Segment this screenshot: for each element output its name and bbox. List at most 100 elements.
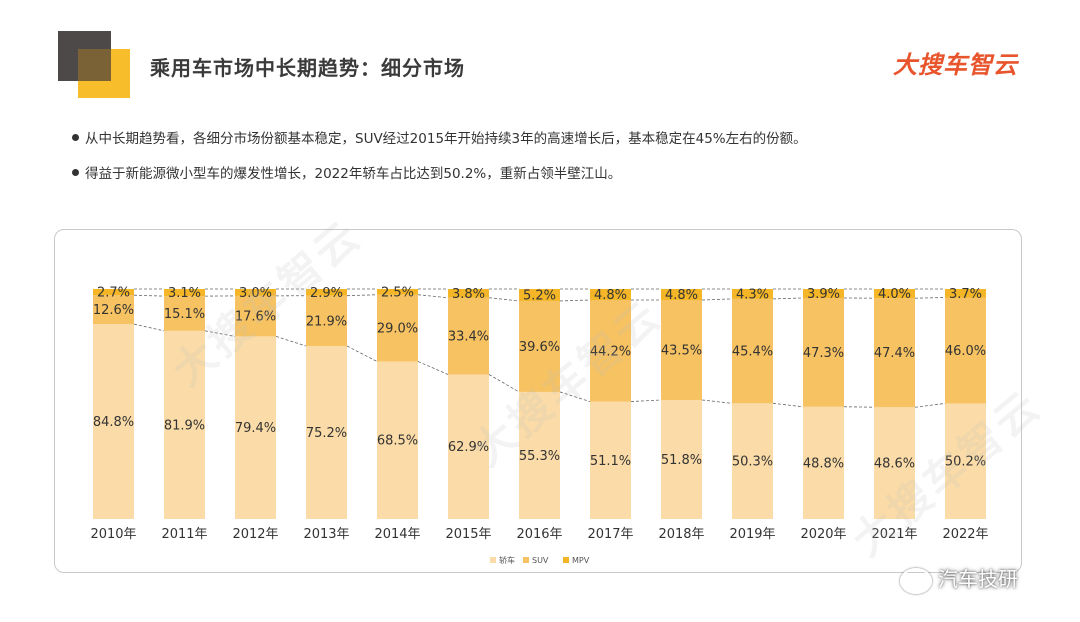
data-label: 15.1% bbox=[164, 307, 205, 322]
bullet-dot-icon bbox=[72, 168, 79, 176]
legend-swatch bbox=[563, 557, 569, 563]
trend-connector bbox=[275, 335, 307, 347]
data-label: 47.4% bbox=[874, 346, 915, 361]
bar-segment-SUV bbox=[590, 300, 631, 402]
data-label: 4.8% bbox=[594, 288, 627, 303]
data-label: 12.6% bbox=[93, 303, 134, 318]
data-label: 48.8% bbox=[803, 456, 844, 471]
bullet-text-1: 从中长期趋势看，各细分市场份额基本稳定，SUV经过2015年开始持续3年的高速增… bbox=[85, 131, 807, 147]
bar-segment-轿车 bbox=[448, 374, 489, 519]
bar-segment-SUV bbox=[874, 298, 915, 408]
x-tick-label: 2010年 bbox=[90, 527, 136, 542]
bar-segment-轿车 bbox=[377, 361, 418, 519]
legend-swatch bbox=[490, 557, 496, 563]
bar-segment-SUV bbox=[661, 300, 702, 400]
trend-connector bbox=[417, 294, 449, 299]
bar-segment-轿车 bbox=[590, 401, 631, 519]
trend-connector bbox=[701, 399, 733, 404]
data-label: 4.8% bbox=[665, 288, 698, 303]
data-label: 3.8% bbox=[452, 287, 485, 302]
data-label: 50.2% bbox=[945, 455, 986, 470]
bar-segment-轿车 bbox=[306, 346, 347, 519]
bar-segment-轿车 bbox=[164, 330, 205, 519]
bar-segment-SUV bbox=[803, 297, 844, 407]
x-tick-label: 2019年 bbox=[729, 527, 775, 542]
data-label: 2.7% bbox=[97, 286, 130, 301]
x-tick-label: 2012年 bbox=[232, 527, 278, 542]
bar-segment-SUV bbox=[519, 300, 560, 392]
data-label: 2.9% bbox=[310, 286, 343, 301]
data-label: 43.5% bbox=[661, 344, 702, 359]
data-label: 55.3% bbox=[519, 449, 560, 464]
data-label: 39.6% bbox=[519, 340, 560, 355]
data-label: 29.0% bbox=[377, 322, 418, 337]
bullet-text-2: 得益于新能源微小型车的爆发性增长，2022年轿车占比达到50.2%，重新占领半壁… bbox=[85, 166, 622, 182]
data-label: 4.0% bbox=[878, 287, 911, 302]
bar-segment-MPV bbox=[235, 289, 276, 296]
legend-label: SUV bbox=[532, 556, 549, 565]
trend-connector bbox=[133, 323, 165, 332]
data-label: 17.6% bbox=[235, 310, 276, 325]
x-tick-label: 2021年 bbox=[871, 527, 917, 542]
data-label: 79.4% bbox=[235, 421, 276, 436]
bar-segment-SUV bbox=[306, 295, 347, 347]
data-label: 21.9% bbox=[306, 314, 347, 329]
page-title: 乘用车市场中长期趋势：细分市场 bbox=[150, 56, 465, 80]
data-label: 51.1% bbox=[590, 454, 631, 469]
x-tick-label: 2018年 bbox=[658, 527, 704, 542]
data-label: 68.5% bbox=[377, 434, 418, 449]
wechat-label: 汽车技研 bbox=[938, 567, 1018, 591]
bar-segment-轿车 bbox=[945, 403, 986, 519]
trend-connector bbox=[772, 297, 804, 300]
brand-logo: 大搜车智云 bbox=[893, 51, 1018, 79]
bar-segment-MPV bbox=[519, 289, 560, 301]
bar-segment-SUV bbox=[732, 298, 773, 404]
data-label: 62.9% bbox=[448, 440, 489, 455]
bar-segment-MPV bbox=[661, 289, 702, 301]
data-label: 2.5% bbox=[381, 285, 414, 300]
bar-segment-轿车 bbox=[803, 406, 844, 519]
data-label: 51.8% bbox=[661, 453, 702, 468]
bar-segment-MPV bbox=[803, 289, 844, 298]
bar-segment-MPV bbox=[164, 289, 205, 297]
x-tick-label: 2020年 bbox=[800, 527, 846, 542]
trend-connector bbox=[914, 403, 946, 408]
data-label: 3.7% bbox=[949, 287, 982, 302]
data-label: 46.0% bbox=[945, 344, 986, 359]
bar-segment-轿车 bbox=[661, 399, 702, 519]
trend-connector bbox=[630, 399, 662, 402]
wechat-icon bbox=[900, 567, 932, 594]
data-label: 3.1% bbox=[168, 286, 201, 301]
data-label: 75.2% bbox=[306, 426, 347, 441]
x-tick-label: 2017年 bbox=[587, 527, 633, 542]
trend-connector bbox=[133, 294, 165, 297]
data-label: 81.9% bbox=[164, 418, 205, 433]
data-label: 4.3% bbox=[736, 287, 769, 302]
data-label: 44.2% bbox=[590, 344, 631, 359]
trend-connector bbox=[346, 345, 378, 362]
bar-segment-MPV bbox=[732, 289, 773, 299]
x-tick-label: 2013年 bbox=[303, 527, 349, 542]
trend-connector bbox=[488, 297, 520, 302]
trend-connector bbox=[914, 297, 946, 299]
data-label: 48.6% bbox=[874, 457, 915, 472]
data-label: 84.8% bbox=[93, 415, 134, 430]
trend-connector bbox=[559, 299, 591, 302]
title-decoration-overlap bbox=[78, 49, 111, 81]
bar-segment-轿车 bbox=[519, 391, 560, 519]
x-tick-label: 2022年 bbox=[942, 527, 988, 542]
trend-connector bbox=[772, 402, 804, 408]
data-label: 3.0% bbox=[239, 286, 272, 301]
bar-segment-SUV bbox=[235, 295, 276, 337]
bar-segment-SUV bbox=[945, 297, 986, 404]
bar-segment-SUV bbox=[448, 297, 489, 375]
data-label: 3.9% bbox=[807, 287, 840, 302]
wechat-account: 汽车技研 bbox=[900, 563, 1018, 594]
bar-segment-轿车 bbox=[874, 407, 915, 519]
trend-connector bbox=[701, 298, 733, 301]
bar-segment-轿车 bbox=[235, 336, 276, 519]
chart-panel bbox=[54, 229, 1022, 573]
bar-segment-MPV bbox=[945, 289, 986, 298]
legend-label: MPV bbox=[572, 556, 590, 565]
data-label: 33.4% bbox=[448, 330, 489, 345]
